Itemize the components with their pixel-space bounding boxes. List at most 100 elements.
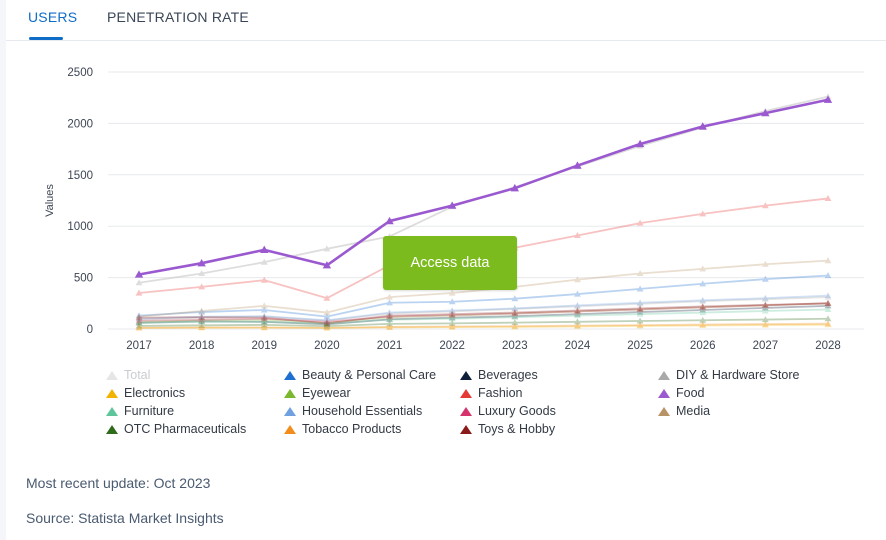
data-point [761, 301, 769, 308]
tab-users[interactable]: USERS [28, 9, 78, 25]
data-point [824, 306, 832, 313]
data-point [824, 272, 832, 279]
legend-item[interactable]: Total [106, 368, 150, 386]
legend-item[interactable]: Beauty & Personal Care [284, 368, 436, 386]
legend-item[interactable]: Food [658, 386, 705, 404]
data-point [135, 318, 143, 325]
update-note: Most recent update: Oct 2023 [26, 475, 211, 491]
data-point [761, 316, 769, 323]
legend-marker-icon [460, 371, 472, 380]
data-point [761, 260, 769, 267]
series-electronics [135, 321, 832, 331]
data-point [761, 108, 770, 117]
data-point [198, 308, 206, 315]
legend-item[interactable]: Fashion [460, 386, 522, 404]
data-point [198, 316, 206, 323]
data-point [198, 318, 206, 325]
series-line [138, 274, 829, 318]
data-point [386, 320, 393, 327]
data-point [386, 315, 393, 322]
data-point [198, 307, 206, 314]
data-point [511, 319, 519, 326]
legend-item[interactable]: OTC Pharmaceuticals [106, 422, 246, 440]
data-point [574, 322, 581, 329]
data-point [260, 258, 268, 265]
legend-item[interactable]: Luxury Goods [460, 404, 556, 422]
x-tick-label: 2021 [377, 340, 403, 352]
data-point [761, 275, 769, 282]
data-point [574, 310, 581, 317]
data-point [761, 307, 769, 314]
data-point [699, 309, 707, 316]
data-point [574, 290, 581, 297]
x-tick-label: 2027 [753, 340, 779, 352]
legend-item[interactable]: Tobacco Products [284, 422, 401, 440]
legend-marker-icon [284, 389, 296, 398]
data-point [636, 300, 644, 307]
data-point [636, 270, 644, 277]
data-point [761, 301, 769, 308]
data-point [198, 314, 206, 321]
legend-item[interactable]: Furniture [106, 404, 174, 422]
legend-marker-icon [658, 407, 670, 416]
data-point [636, 317, 644, 324]
legend-item[interactable]: Media [658, 404, 710, 422]
data-point [198, 316, 206, 323]
data-point [135, 315, 143, 322]
data-point [761, 294, 769, 301]
series-beverages [135, 302, 832, 327]
data-point [511, 310, 519, 317]
x-tick-label: 2028 [815, 340, 841, 352]
x-tick-label: 2018 [189, 340, 215, 352]
legend-item[interactable]: Beverages [460, 368, 538, 386]
data-point [135, 319, 143, 326]
data-point [761, 295, 769, 302]
data-point [699, 321, 707, 328]
legend-item[interactable]: Toys & Hobby [460, 422, 555, 440]
data-point [636, 219, 644, 226]
data-point [198, 317, 206, 324]
data-point [448, 311, 456, 318]
legend-marker-icon [460, 407, 472, 416]
data-point [260, 314, 268, 321]
data-point [511, 309, 519, 316]
data-point [824, 321, 832, 328]
access-data-button[interactable]: Access data [383, 236, 517, 290]
series-furniture [135, 306, 832, 327]
series-beauty-personal-care [135, 272, 832, 320]
legend-item[interactable]: DIY & Hardware Store [658, 368, 799, 386]
data-point [260, 315, 268, 322]
data-point [448, 315, 456, 322]
series-tobacco-products [135, 320, 832, 331]
data-point [386, 310, 393, 317]
data-point [574, 276, 581, 283]
x-tick-label: 2024 [565, 340, 591, 352]
tab-penetration-rate[interactable]: PENETRATION RATE [107, 9, 249, 25]
active-tab-indicator [29, 37, 63, 40]
legend-item[interactable]: Household Essentials [284, 404, 422, 422]
data-point [198, 321, 206, 328]
legend-marker-icon [106, 371, 118, 380]
chart-legend: Total Beauty & Personal Care Beverages DIY … [106, 368, 846, 440]
data-point [636, 299, 644, 306]
data-point [135, 312, 143, 319]
data-point [511, 312, 519, 319]
data-point [824, 292, 832, 299]
legend-marker-icon [658, 389, 670, 398]
data-point [135, 316, 143, 323]
data-point [574, 323, 581, 329]
data-point [323, 245, 331, 252]
legend-label: Tobacco Products [302, 422, 402, 436]
data-point [323, 316, 331, 323]
data-point [511, 323, 519, 330]
data-point [824, 320, 832, 327]
data-point [386, 299, 393, 306]
data-point [135, 289, 143, 296]
legend-item[interactable]: Electronics [106, 386, 185, 404]
x-tick-label: 2020 [314, 340, 340, 352]
data-point [699, 306, 707, 313]
data-point [636, 321, 644, 328]
data-point [511, 305, 519, 311]
legend-item[interactable]: Eyewear [284, 386, 351, 404]
x-tick-label: 2025 [627, 340, 653, 352]
